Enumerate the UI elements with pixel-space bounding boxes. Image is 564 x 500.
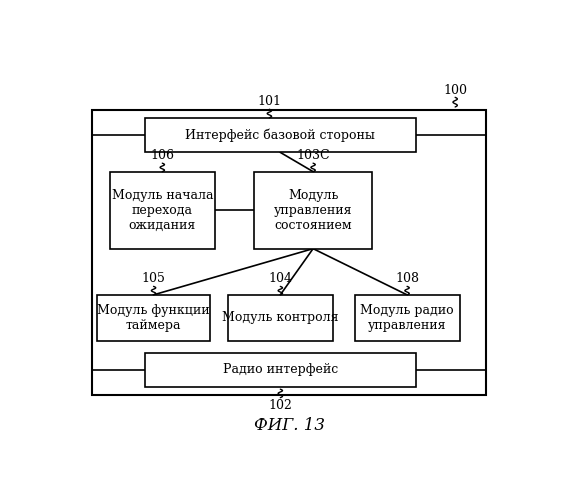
Text: 101: 101: [257, 95, 281, 108]
Text: Модуль контроля: Модуль контроля: [222, 312, 338, 324]
Text: 103С: 103С: [296, 149, 330, 162]
Text: Модуль радио
управления: Модуль радио управления: [360, 304, 454, 332]
Text: Радио интерфейс: Радио интерфейс: [223, 364, 338, 376]
Bar: [110, 172, 215, 248]
Text: Интерфейс базовой стороны: Интерфейс базовой стороны: [186, 128, 375, 142]
Text: 100: 100: [443, 84, 467, 96]
Text: Модуль функции
таймера: Модуль функции таймера: [97, 304, 210, 332]
Bar: [228, 295, 333, 341]
Text: Модуль
управления
состоянием: Модуль управления состоянием: [274, 188, 352, 232]
Bar: [97, 295, 210, 341]
Text: 108: 108: [395, 272, 419, 285]
Text: 104: 104: [268, 272, 292, 285]
Bar: [145, 352, 416, 387]
Bar: [92, 110, 486, 395]
Bar: [355, 295, 460, 341]
Text: ФИГ. 13: ФИГ. 13: [254, 417, 324, 434]
Text: Модуль начала
перехода
ожидания: Модуль начала перехода ожидания: [112, 188, 213, 232]
Bar: [254, 172, 372, 248]
Text: 105: 105: [142, 272, 165, 285]
Bar: [145, 118, 416, 152]
Text: 102: 102: [268, 399, 292, 412]
Text: 106: 106: [150, 149, 174, 162]
